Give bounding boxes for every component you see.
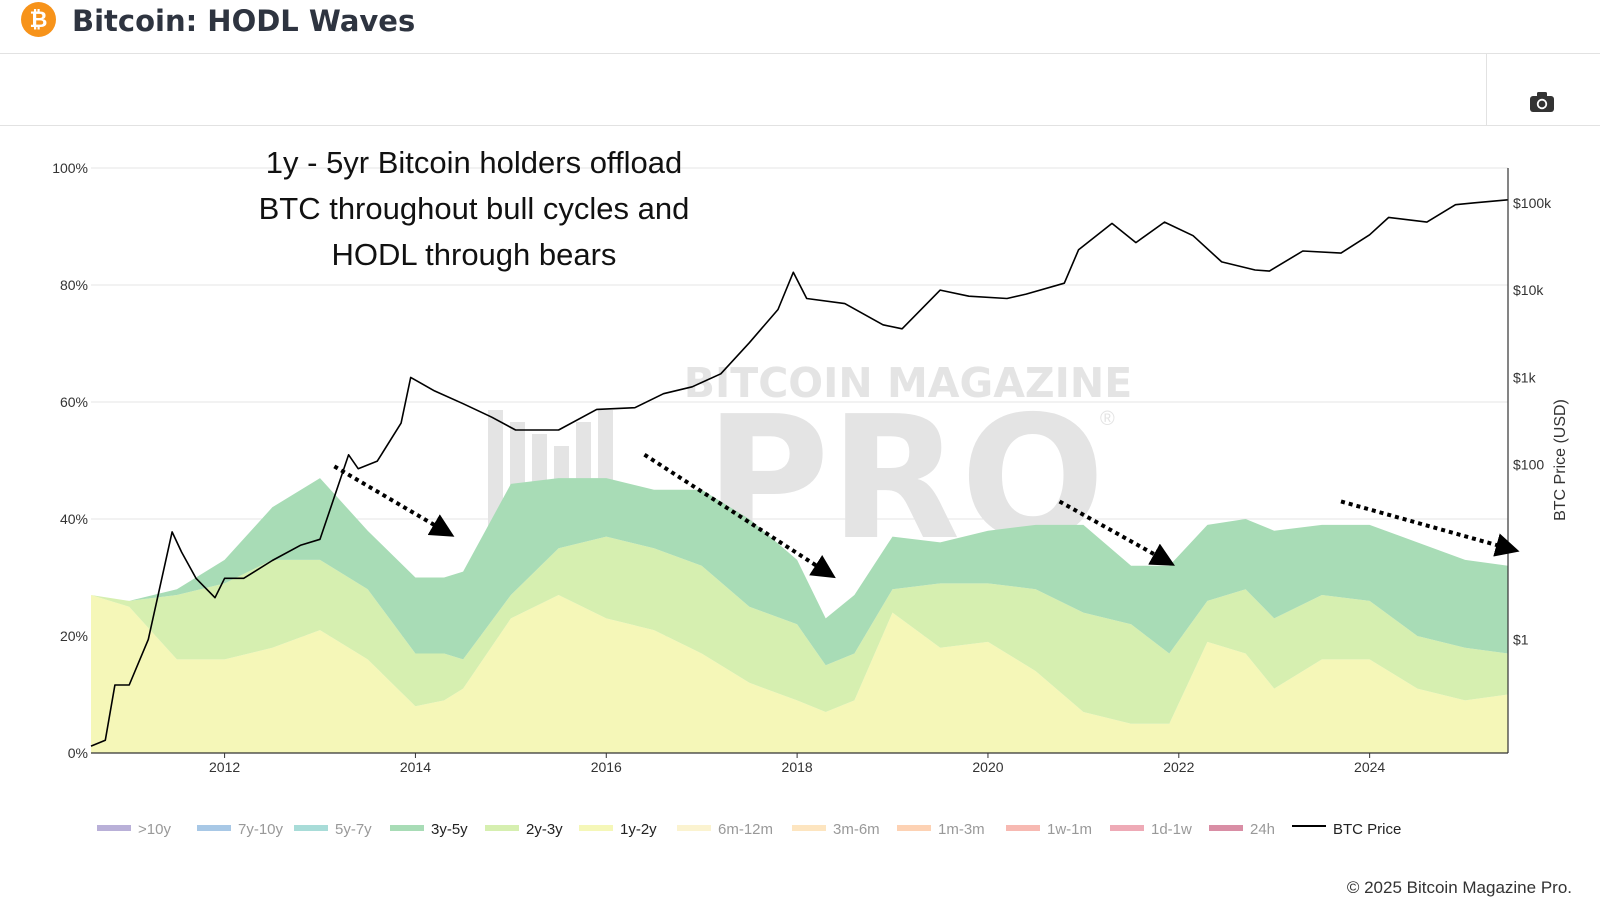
price-series bbox=[90, 199, 1509, 747]
legend-swatch bbox=[579, 825, 613, 831]
right-tick-label: $100k bbox=[1513, 195, 1552, 211]
right-tick-label: $1k bbox=[1513, 369, 1537, 385]
watermark-line1: BITCOIN MAGAZINE bbox=[684, 359, 1132, 407]
y-tick-label: 40% bbox=[60, 511, 88, 527]
legend-item-BTCPrice[interactable]: BTC Price bbox=[1292, 821, 1401, 838]
legend-label: 3m-6m bbox=[833, 821, 880, 838]
arrow bbox=[643, 452, 836, 579]
legend-item-7y10y[interactable]: 7y-10y bbox=[197, 821, 284, 838]
x-tick-label: 2012 bbox=[209, 759, 240, 775]
legend-label: 1w-1m bbox=[1047, 821, 1092, 838]
legend-swatch bbox=[897, 825, 931, 831]
legend-swatch bbox=[485, 825, 519, 831]
legend-label: 1d-1w bbox=[1151, 821, 1192, 838]
y-tick-label: 20% bbox=[60, 628, 88, 644]
legend-label: 1m-3m bbox=[938, 821, 985, 838]
legend-label: >10y bbox=[138, 821, 171, 838]
x-tick-label: 2020 bbox=[972, 759, 1003, 775]
x-tick-label: 2014 bbox=[400, 759, 431, 775]
page-title: Bitcoin: HODL Waves bbox=[72, 4, 416, 38]
arrow bbox=[333, 464, 455, 537]
right-tick-label: $10k bbox=[1513, 282, 1544, 298]
x-tick-label: 2024 bbox=[1354, 759, 1385, 775]
annotation-line: BTC throughout bull cycles and bbox=[259, 191, 690, 226]
annotation-line: HODL through bears bbox=[332, 237, 617, 272]
x-tick-label: 2018 bbox=[782, 759, 813, 775]
legend-label: 24h bbox=[1250, 821, 1275, 838]
legend-item-1w1m[interactable]: 1w-1m bbox=[1006, 821, 1092, 838]
legend-item-3m6m[interactable]: 3m-6m bbox=[792, 821, 880, 838]
legend-item-2y3y[interactable]: 2y-3y bbox=[485, 821, 563, 838]
btc-price-line bbox=[90, 199, 1509, 747]
legend-label: 2y-3y bbox=[526, 821, 563, 838]
legend-item-24h[interactable]: 24h bbox=[1209, 821, 1275, 838]
legend-item-1m3m[interactable]: 1m-3m bbox=[897, 821, 985, 838]
y-tick-label: 100% bbox=[52, 160, 88, 176]
hodl-waves-chart: 0%20%40%60%80%100% BITCOIN MAGAZINE PRO … bbox=[52, 145, 1569, 838]
right-tick-label: $100 bbox=[1513, 457, 1544, 473]
camera-icon[interactable] bbox=[1528, 90, 1556, 114]
legend-label: BTC Price bbox=[1333, 821, 1401, 838]
area-2y-3y bbox=[91, 536, 1508, 724]
right-axis-title: BTC Price (USD) bbox=[1552, 399, 1569, 521]
legend-item-1y2y[interactable]: 1y-2y bbox=[579, 821, 657, 838]
arrow bbox=[1340, 499, 1520, 557]
watermark-mark: ® bbox=[1100, 408, 1115, 430]
legend: >10y 7y-10y 5y-7y 3y-5y 2y-3y 1y-2y 6m-12m 3m-6… bbox=[97, 821, 1401, 838]
header: ₿ Bitcoin: HODL Waves bbox=[0, 0, 1600, 54]
legend-swatch bbox=[197, 825, 231, 831]
bitcoin-logo-icon: ₿ bbox=[21, 2, 56, 37]
x-tick-label: 2022 bbox=[1163, 759, 1194, 775]
axes: 2012 2014 2016 2018 2020 2022 2024 $1 $100 $1k $10… bbox=[91, 168, 1569, 775]
legend-swatch bbox=[792, 825, 826, 831]
y-tick-label: 0% bbox=[68, 745, 88, 761]
legend-swatch bbox=[294, 825, 328, 831]
legend-label: 1y-2y bbox=[620, 821, 657, 838]
annotation-line: 1y - 5yr Bitcoin holders offload bbox=[266, 145, 682, 180]
area-3y-5y bbox=[91, 478, 1508, 666]
y-tick-label: 60% bbox=[60, 394, 88, 410]
area-1y-2y bbox=[91, 595, 1508, 753]
legend-swatch bbox=[390, 825, 424, 831]
legend-label: 7y-10y bbox=[238, 821, 284, 838]
legend-item-3y5y[interactable]: 3y-5y bbox=[390, 821, 468, 838]
legend-swatch bbox=[97, 825, 131, 831]
legend-swatch bbox=[1110, 825, 1144, 831]
legend-swatch bbox=[677, 825, 711, 831]
legend-swatch bbox=[1292, 825, 1326, 827]
legend-item-5y7y[interactable]: 5y-7y bbox=[294, 821, 372, 838]
legend-label: 5y-7y bbox=[335, 821, 372, 838]
x-tick-label: 2016 bbox=[591, 759, 622, 775]
legend-item-10y[interactable]: >10y bbox=[97, 821, 171, 838]
area-series bbox=[91, 478, 1508, 753]
right-tick-label: $1 bbox=[1513, 631, 1529, 647]
toolbar-divider bbox=[1486, 54, 1487, 126]
legend-label: 3y-5y bbox=[431, 821, 468, 838]
y-tick-label: 80% bbox=[60, 277, 88, 293]
legend-label: 6m-12m bbox=[718, 821, 773, 838]
legend-swatch bbox=[1209, 825, 1243, 831]
legend-item-1d1w[interactable]: 1d-1w bbox=[1110, 821, 1192, 838]
toolbar bbox=[0, 54, 1600, 126]
annotation: 1y - 5yr Bitcoin holders offload BTC thro… bbox=[259, 145, 1520, 579]
copyright: © 2025 Bitcoin Magazine Pro. bbox=[1346, 878, 1572, 897]
legend-swatch bbox=[1006, 825, 1040, 831]
legend-item-6m12m[interactable]: 6m-12m bbox=[677, 821, 773, 838]
